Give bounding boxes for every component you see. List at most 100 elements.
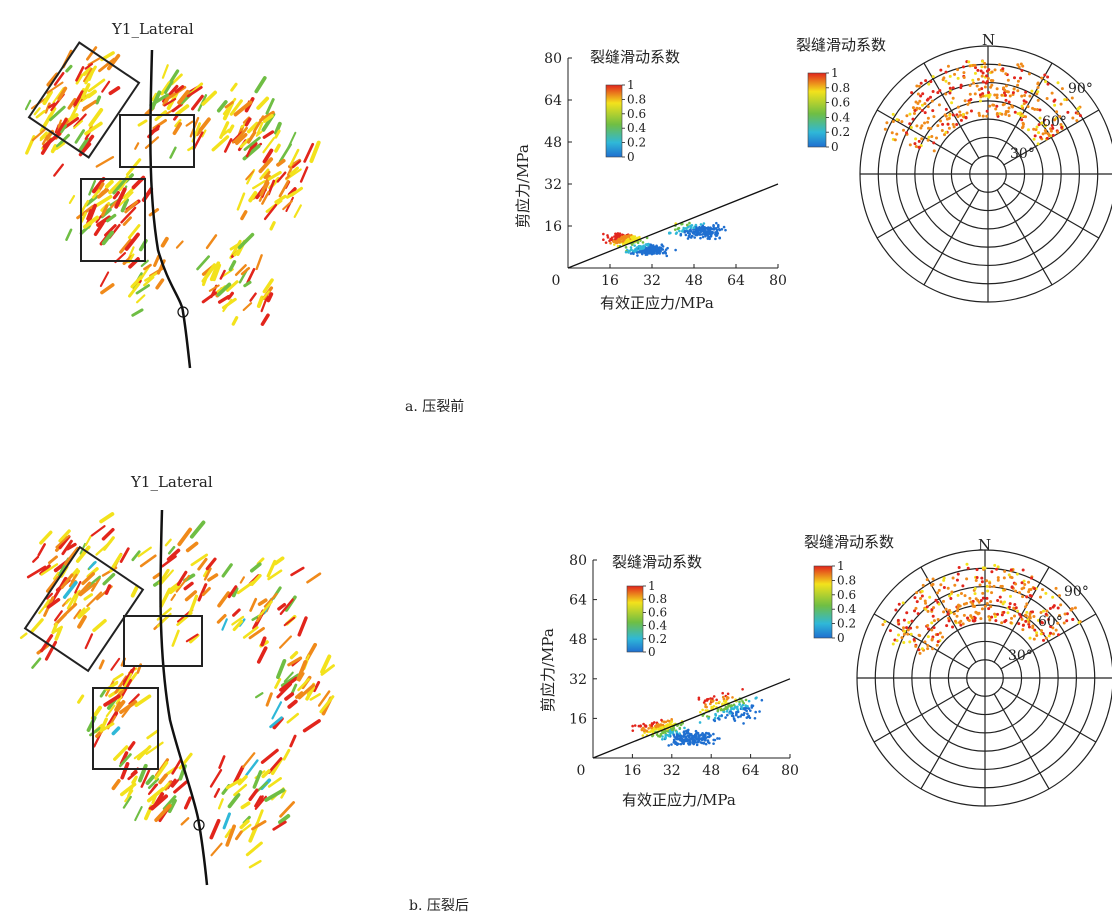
polar-point — [1000, 621, 1004, 625]
scatter-point — [689, 740, 692, 743]
polar-point — [940, 129, 944, 133]
polar-grid-b — [856, 549, 1112, 807]
polar-point — [902, 641, 906, 645]
polar-point — [946, 586, 950, 590]
polar-point — [908, 112, 912, 116]
polar-point — [917, 145, 921, 149]
scatter-point — [635, 249, 638, 252]
scatter-point — [714, 714, 718, 717]
polar-point — [985, 579, 989, 583]
fracture-segment — [293, 204, 302, 218]
fracture-segment — [222, 298, 233, 313]
polar-point — [926, 643, 930, 647]
polar-point — [1033, 134, 1037, 138]
fracture-segment — [58, 529, 71, 543]
polar-point — [946, 612, 950, 616]
polar-point — [959, 83, 963, 87]
polar-point — [987, 607, 991, 611]
colorbar-tick-label: 0.8 — [831, 81, 850, 95]
fracture-segment — [320, 664, 335, 676]
scatter-point — [665, 254, 669, 258]
polar-point — [1028, 612, 1032, 616]
polar-point — [926, 623, 930, 627]
fracture-segment — [295, 691, 304, 699]
polar-point — [1000, 93, 1004, 97]
scatter-point — [742, 706, 746, 710]
fracture-segment — [231, 316, 239, 326]
scatter-point — [686, 237, 690, 240]
fracture-segment — [98, 659, 105, 670]
polar-point — [955, 614, 959, 618]
polar-point — [978, 583, 982, 587]
fracture-segment — [86, 208, 93, 221]
polar-point — [930, 628, 934, 632]
fracture-segment — [32, 555, 40, 563]
fracture-segment — [263, 170, 271, 180]
scatter-point — [661, 735, 664, 738]
fracture-segment — [53, 71, 65, 86]
fracture-segment — [137, 546, 152, 558]
scatter-point — [722, 708, 726, 711]
polar-point — [950, 590, 954, 594]
scatter-point — [700, 733, 703, 736]
scatter-point — [683, 229, 687, 233]
scatter-point — [682, 226, 686, 230]
fracture-segments-a — [24, 46, 321, 326]
scatter-point — [726, 696, 730, 700]
fracture-segment — [230, 82, 238, 92]
polar-point — [981, 591, 985, 595]
polar-point — [941, 122, 945, 126]
polar-colorbar-b — [813, 565, 833, 639]
fracture-segment — [51, 622, 59, 635]
polar-colorbar-a — [807, 72, 827, 148]
scatter-point — [720, 228, 724, 231]
fracture-segment — [74, 129, 85, 144]
y-tick-label: 32 — [544, 177, 562, 193]
fracture-segment — [259, 795, 264, 805]
colorbar-tick-label: 1 — [831, 66, 839, 80]
fracture-segment — [86, 591, 103, 608]
scatter-point — [749, 709, 752, 712]
fracture-segment — [96, 190, 106, 199]
x-axis-label-b: 有效正应力/MPa — [622, 791, 736, 809]
scatter-point — [659, 250, 662, 253]
polar-point — [915, 591, 919, 595]
fracture-segment — [201, 129, 207, 138]
polar-point — [981, 566, 985, 570]
polar-point — [986, 93, 990, 97]
fracture-segment — [289, 166, 299, 176]
fracture-segment — [261, 769, 271, 779]
fracture-segment — [185, 541, 199, 553]
polar-point — [1053, 103, 1057, 107]
polar-point — [919, 81, 923, 85]
polar-point — [928, 595, 932, 599]
scatter-point — [624, 246, 628, 249]
polar-spoke — [1000, 686, 1097, 743]
polar-point — [969, 614, 973, 618]
scatter-point — [623, 238, 626, 241]
polar-point — [980, 576, 984, 580]
scatter-point — [649, 243, 653, 246]
scatter-point — [609, 241, 612, 245]
fracture-segment — [242, 626, 259, 639]
scatter-point — [724, 228, 727, 232]
fracture-segment — [289, 734, 297, 748]
polar-point — [1020, 94, 1024, 98]
scatter-point — [702, 701, 706, 704]
polar-point — [947, 126, 951, 130]
fracture-segment — [85, 203, 97, 226]
fracture-segment — [255, 692, 264, 699]
well-label-a: Y1_Lateral — [111, 20, 194, 38]
scatter-point — [709, 230, 712, 233]
y-tick-label: 48 — [569, 632, 587, 648]
scatter-point — [712, 704, 716, 708]
colorbar-tick-label: 0.2 — [831, 125, 850, 139]
fracture-segment — [221, 563, 233, 578]
polar-point — [1020, 581, 1024, 585]
polar-point — [897, 633, 901, 637]
scatter-point — [727, 704, 730, 708]
scatter-point — [643, 250, 646, 254]
north-label-a: N — [982, 31, 995, 49]
polar-point — [962, 75, 966, 79]
